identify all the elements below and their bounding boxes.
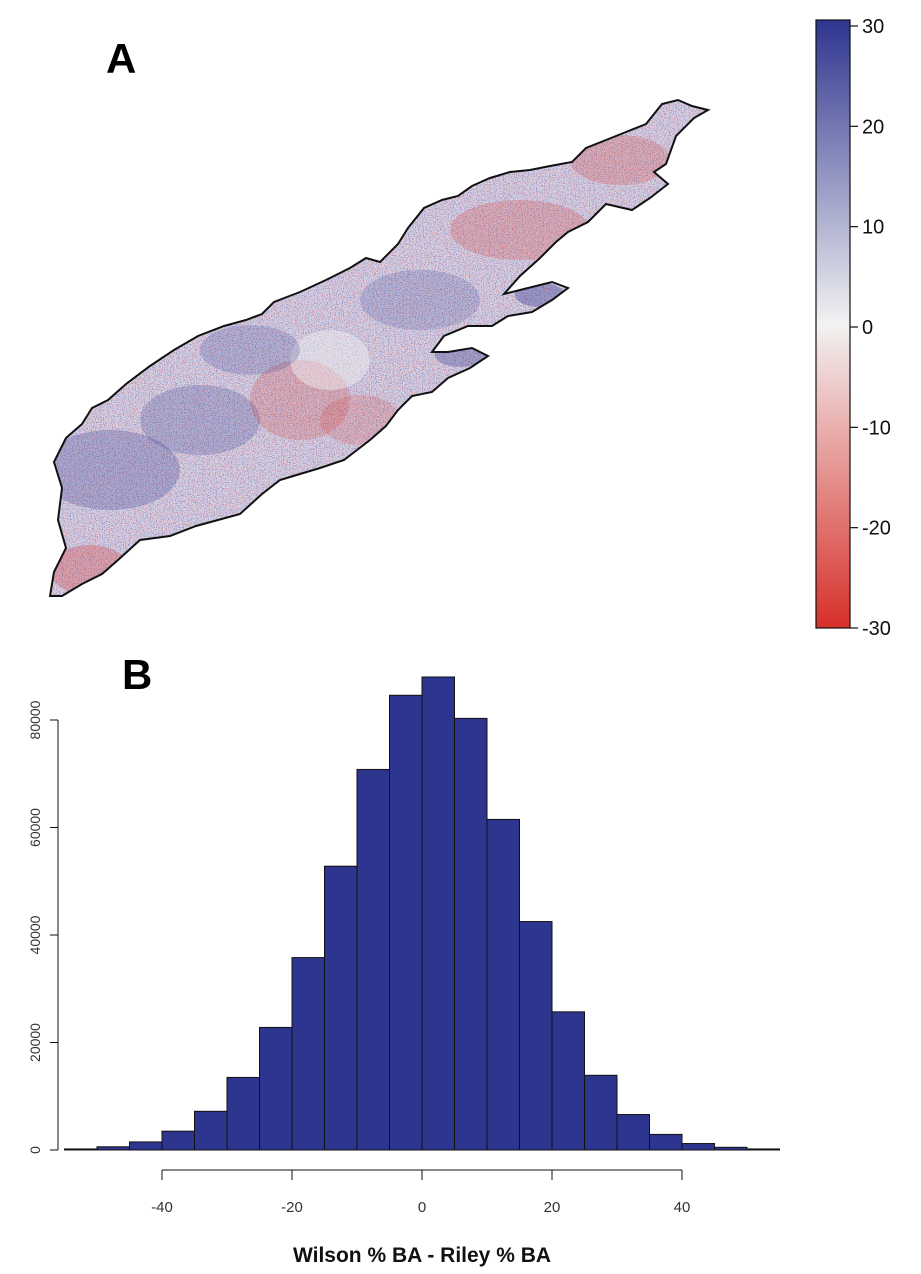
map-tint-region <box>290 330 370 390</box>
histogram-panel: 0 20000 40000 60000 80000 -40 -20 0 20 40 Wilson… <box>27 676 780 1267</box>
map-tint-region <box>250 360 350 440</box>
histogram-bar <box>584 1074 618 1151</box>
histogram-bar <box>324 865 358 1151</box>
map-tint-region <box>450 200 590 260</box>
y-tick-label: 20000 <box>27 1023 43 1062</box>
colorbar-tick-label: -20 <box>862 518 891 540</box>
histogram-bar <box>64 1148 98 1151</box>
x-tick-label: 40 <box>674 1199 691 1216</box>
histogram-bar <box>746 1148 780 1151</box>
region-outline <box>48 98 711 597</box>
map-tint-region <box>200 325 300 375</box>
x-axis-label: Wilson % BA - Riley % BA <box>293 1244 551 1267</box>
colorbar: 30 20 10 0 -10 -20 -30 <box>815 16 891 640</box>
histogram-bar <box>681 1143 715 1151</box>
map-tint-region <box>50 430 180 510</box>
y-tick-label: 60000 <box>27 808 43 847</box>
histogram-bar <box>616 1114 650 1151</box>
colorbar-tick-label: 10 <box>862 217 884 239</box>
colorbar-tick-label: 30 <box>862 16 884 38</box>
histogram-bar <box>421 676 455 1151</box>
histogram-bar <box>356 768 390 1151</box>
x-axis: -40 -20 0 20 40 <box>151 1169 691 1216</box>
histogram-bar <box>714 1146 748 1151</box>
y-axis: 0 20000 40000 60000 80000 <box>27 700 59 1154</box>
histogram-bar <box>551 1011 585 1151</box>
colorbar-gradient <box>815 19 851 629</box>
x-tick-label: 0 <box>418 1199 426 1216</box>
histogram-bar <box>389 694 423 1151</box>
histogram-bar <box>519 921 553 1151</box>
histogram-bars <box>64 676 780 1151</box>
y-tick-label: 40000 <box>27 915 43 954</box>
colorbar-tick-label: -10 <box>862 417 891 439</box>
histogram-bar <box>649 1133 683 1151</box>
difference-map <box>50 100 708 596</box>
histogram-bar <box>129 1141 163 1151</box>
map-tint-region <box>320 395 400 445</box>
y-tick-label: 0 <box>27 1146 43 1154</box>
map-tint-region <box>570 135 670 185</box>
colorbar-tick-label: 0 <box>862 317 873 339</box>
histogram-bar <box>96 1146 130 1151</box>
panel-label-a: A <box>106 35 137 82</box>
x-tick-label: -40 <box>151 1199 173 1216</box>
histogram-bar <box>454 717 488 1151</box>
map-tint-region <box>50 545 130 595</box>
colorbar-ticks: 30 20 10 0 -10 -20 -30 <box>850 16 891 640</box>
histogram-bar <box>291 957 325 1151</box>
map-tint-region <box>140 385 260 455</box>
histogram-bar <box>259 1026 293 1151</box>
map-tint-region <box>360 270 480 330</box>
x-tick-label: -20 <box>281 1199 303 1216</box>
map-panel: 30 20 10 0 -10 -20 -30 <box>48 16 891 640</box>
x-tick-label: 20 <box>544 1199 561 1216</box>
panel-label-b: B <box>122 651 153 698</box>
colorbar-tick-label: -30 <box>862 618 891 640</box>
colorbar-tick-label: 20 <box>862 116 884 138</box>
y-tick-label: 80000 <box>27 700 43 739</box>
histogram-bar <box>226 1076 260 1151</box>
histogram-bar <box>161 1130 195 1151</box>
histogram-bar <box>486 818 520 1151</box>
histogram-bar <box>194 1110 228 1151</box>
